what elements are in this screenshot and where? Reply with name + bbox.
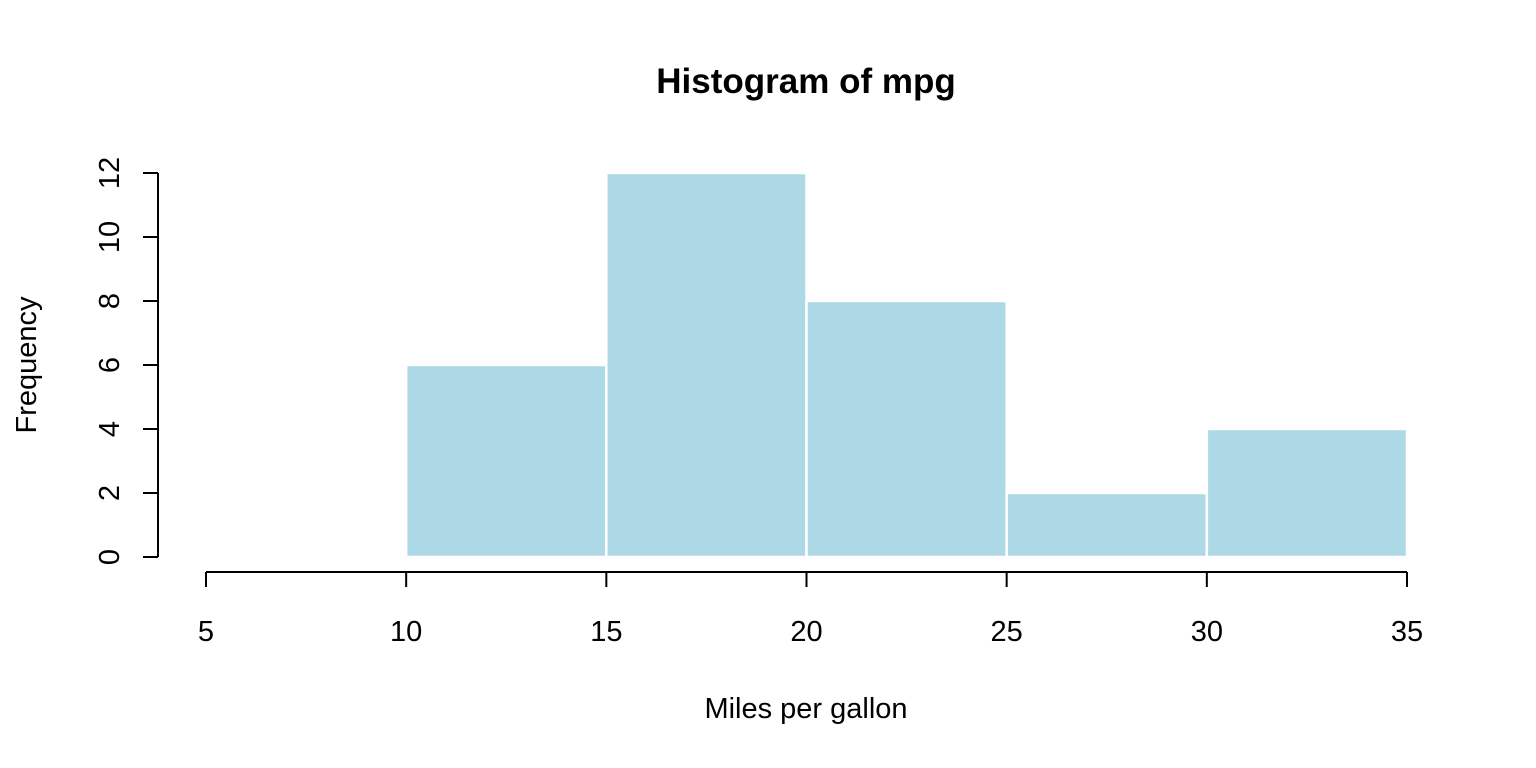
x-tick-label: 10 xyxy=(390,616,422,648)
y-tick-label: 4 xyxy=(94,421,126,437)
bars-group xyxy=(404,171,1409,559)
x-tick-label: 20 xyxy=(790,616,822,648)
x-tick-label: 35 xyxy=(1391,616,1423,648)
y-tick-label: 10 xyxy=(94,221,126,253)
x-tick-label: 25 xyxy=(991,616,1023,648)
y-axis: 0 2 4 6 8 10 12 xyxy=(94,157,159,565)
x-tick-label: 5 xyxy=(198,616,214,648)
y-tick-label: 8 xyxy=(94,293,126,309)
y-tick-label: 12 xyxy=(94,157,126,189)
x-axis-label: Miles per gallon xyxy=(704,693,907,725)
histogram-bar-25-30 xyxy=(1005,491,1209,559)
histogram-bar-10-15 xyxy=(404,363,608,559)
x-axis: 5 10 15 20 25 30 35 xyxy=(198,571,1423,648)
histogram-bar-15-20 xyxy=(605,171,808,559)
x-tick-label: 15 xyxy=(590,616,622,648)
histogram-bar-20-25 xyxy=(805,299,1008,559)
x-tick-label: 30 xyxy=(1191,616,1223,648)
y-axis-label: Frequency xyxy=(11,296,43,434)
y-tick-label: 2 xyxy=(94,485,126,501)
histogram-bar-30-35 xyxy=(1205,427,1409,559)
y-tick-label: 0 xyxy=(94,549,126,565)
chart-title: Histogram of mpg xyxy=(656,62,955,101)
y-tick-label: 6 xyxy=(94,357,126,373)
